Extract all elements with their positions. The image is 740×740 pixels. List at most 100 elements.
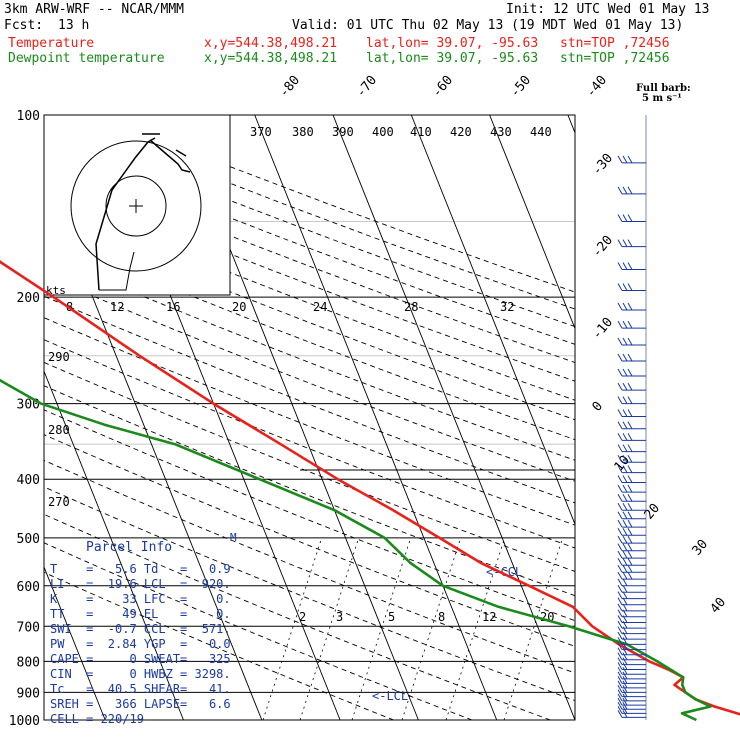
parcel-info-title: Parcel Info [86, 540, 173, 555]
theta-label: 390 [332, 125, 354, 139]
isotherm-label: 10 [612, 453, 634, 475]
theta-e-label: 290 [48, 350, 70, 364]
wind-barb-flag [622, 697, 628, 706]
plot-frame [43, 114, 576, 721]
lcl-annotation: <-LCL [372, 689, 408, 703]
wind-barb-flag [622, 368, 628, 377]
wind-barb-flag [622, 591, 628, 599]
wind-barb-flag [617, 421, 623, 429]
wind-barb-flag [627, 353, 633, 362]
parcel-cell: CELL = 220/19 [50, 712, 144, 726]
isotherm [489, 115, 575, 330]
wind-barb-flag [627, 155, 633, 164]
wind-barb-flag [617, 494, 623, 502]
hodograph-speed-label: 32 [500, 300, 514, 314]
wind-barb-flag [622, 578, 628, 587]
parcel-info-row: T = 5.6 Td = 0.9 [50, 562, 231, 576]
wind-barb-flag [622, 706, 628, 714]
wind-barb-flag [622, 680, 628, 689]
isotherm-label: -50 [508, 73, 535, 101]
wind-barb-flag [617, 609, 623, 617]
wind-barb-flag [622, 494, 628, 502]
wind-barb-flag [622, 239, 628, 247]
wind-barb-flag [622, 652, 628, 660]
dewpoint-station: stn=TOP ,72456 [560, 51, 670, 66]
wind-barb-flag [617, 571, 623, 580]
pressure-tick-label: 300 [17, 398, 40, 413]
wind-barb-flag [617, 455, 623, 463]
parcel-info-row: Tc = 40.5 SHEAR= 41. [50, 682, 231, 696]
wind-barb-flag [622, 558, 628, 566]
sounding-profiles [0, 259, 740, 722]
wind-barb-flag [617, 543, 623, 551]
mixing-ratio-label: 2 [299, 610, 306, 624]
pressure-tick-label: 100 [17, 109, 40, 124]
theta-label: 370 [250, 125, 272, 139]
wind-barb-flag [627, 239, 633, 247]
mixing-ratio-label: 12 [482, 610, 496, 624]
mixing-ratio-line [262, 539, 322, 721]
wind-barb-flag [617, 637, 623, 645]
wind-barb-flag [617, 475, 623, 483]
pressure-tick-label: 700 [17, 620, 40, 635]
wind-barb-flag [617, 585, 623, 593]
mixing-ratio-line [401, 539, 461, 721]
wind-barb-flag [622, 444, 628, 452]
wind-barb-flag [622, 550, 628, 559]
parcel-info-row: K = 33 LFC = 0. [50, 592, 231, 606]
dry-adiabat [44, 409, 575, 622]
wind-barb-flag [617, 396, 623, 404]
dry-adiabat [44, 434, 575, 647]
wind-barb-flag [622, 396, 628, 404]
valid-time: Valid: 01 UTC Thu 02 May 13 (19 MDT Wed … [292, 18, 684, 33]
parcel-info-row: SWI = -0.7 CCL = 571. [50, 622, 231, 636]
mixing-ratio-label: 3 [336, 610, 343, 624]
dry-adiabat [44, 196, 575, 401]
wind-barb-flag [627, 511, 633, 520]
hodograph-speed-label: 28 [404, 300, 418, 314]
wind-barb-flag [617, 558, 623, 566]
wind-barb-flag [622, 603, 628, 612]
wind-barb-flag [622, 283, 628, 291]
wind-barb-flag [622, 214, 628, 222]
wind-barb-flag [627, 421, 633, 429]
wind-barb-flag [627, 433, 633, 441]
wind-barb-flag [617, 239, 623, 247]
wind-barb-flag [622, 155, 628, 164]
wind-barb-flag [617, 444, 623, 452]
wind-barb-flag [622, 647, 628, 655]
isotherm [410, 115, 575, 526]
m-annotation: M [230, 531, 237, 544]
pressure-tick-label: 600 [17, 580, 40, 595]
wind-barb-flag [617, 597, 623, 606]
wind-barb-flag [627, 502, 633, 511]
mixing-ratio-line [503, 539, 563, 721]
mixing-ratio-line [299, 539, 359, 721]
isotherm [44, 565, 106, 721]
wind-barb-flag [627, 527, 633, 536]
mixing-ratio-line [351, 539, 411, 721]
wind-barb-flag [627, 571, 633, 580]
wind-barb-flag [622, 262, 628, 270]
isotherm [646, 115, 740, 720]
wind-barb-flag [627, 186, 633, 195]
wind-barb-flag [622, 710, 628, 718]
wind-barbs [617, 115, 647, 720]
isotherm-label: -70 [354, 73, 381, 101]
wind-barb-flag [617, 302, 623, 311]
dewpoint-profile [0, 378, 712, 722]
wind-barb-flag [617, 626, 623, 634]
mixing-ratio-label: 8 [438, 610, 445, 624]
theta-label: 380 [292, 125, 314, 139]
wind-barb-flag [622, 519, 628, 528]
wind-barb-flag [622, 657, 628, 665]
wind-barb-flag [617, 642, 623, 650]
wind-barb-flag [617, 502, 623, 511]
barb-note-2: 5 m s⁻¹ [642, 93, 682, 104]
dry-adiabat [44, 542, 473, 721]
theta-e-label: 280 [48, 423, 70, 437]
hodograph-speed-label: 16 [166, 300, 180, 314]
wind-barb-flag [627, 396, 633, 404]
wind-barb-flag [622, 676, 628, 684]
wind-barb-flag [617, 565, 623, 573]
